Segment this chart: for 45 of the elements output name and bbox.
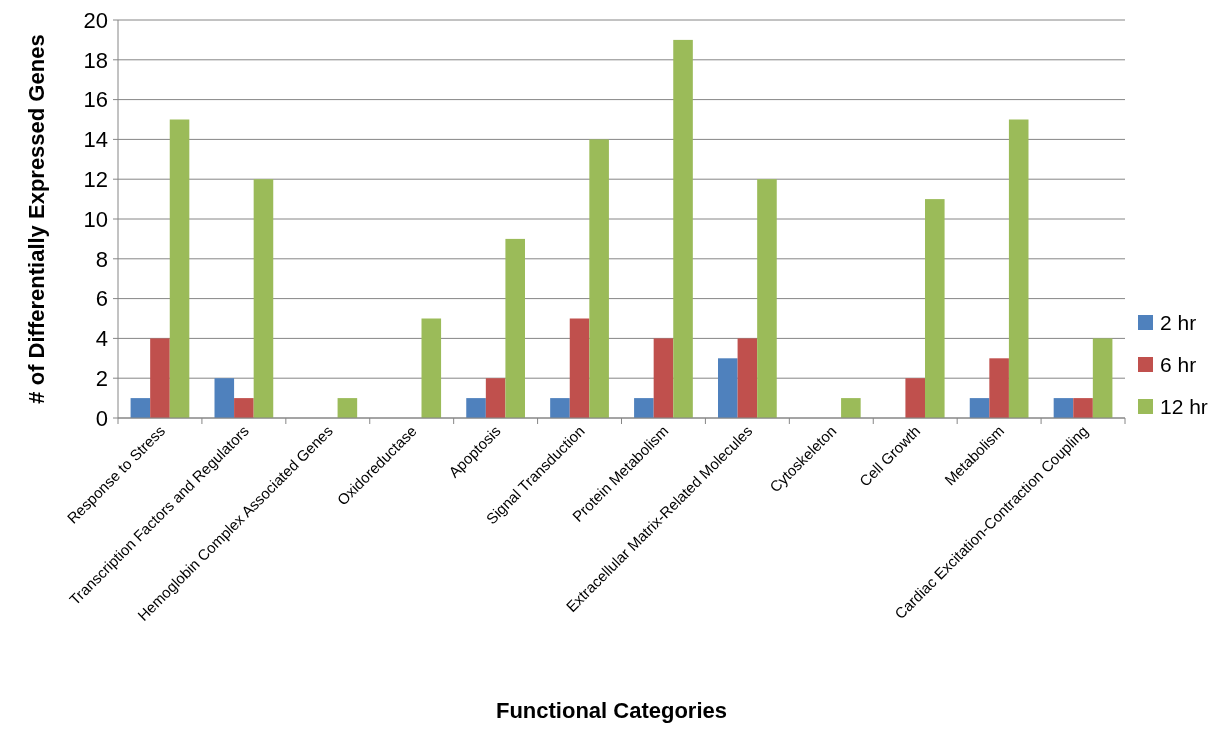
bar	[989, 358, 1009, 418]
bar	[757, 179, 777, 418]
bar	[550, 398, 570, 418]
bar	[466, 398, 486, 418]
bar	[1073, 398, 1093, 418]
bar	[925, 199, 945, 418]
y-tick-label: 20	[83, 7, 108, 33]
y-tick-label: 18	[83, 47, 108, 73]
legend-label: 6 hr	[1160, 353, 1197, 377]
y-tick-label: 0	[95, 405, 108, 431]
bar	[150, 338, 170, 418]
bar	[485, 378, 506, 418]
y-axis-title: # of Differentially Expressed Genes	[24, 34, 49, 404]
y-tick-label: 12	[83, 166, 108, 192]
bar	[214, 378, 235, 418]
bar	[737, 338, 758, 418]
bar	[1008, 119, 1029, 418]
bar	[589, 139, 609, 418]
y-tick-label: 14	[83, 127, 108, 153]
bar	[421, 318, 442, 418]
bar	[1092, 338, 1113, 418]
legend-label: 2 hr	[1160, 311, 1197, 335]
y-tick-label: 6	[95, 286, 108, 312]
bar	[969, 398, 990, 418]
bar	[169, 119, 190, 418]
bar	[905, 378, 925, 418]
bar	[653, 338, 674, 418]
bar	[569, 318, 590, 418]
y-tick-label: 8	[95, 246, 108, 272]
bar	[130, 398, 151, 418]
bar	[718, 358, 738, 418]
bar	[253, 179, 274, 418]
y-tick-label: 10	[83, 206, 108, 232]
x-axis-title: Functional Categories	[495, 698, 728, 723]
bar	[673, 39, 693, 418]
bar	[234, 398, 254, 418]
y-tick-label: 2	[95, 365, 108, 391]
bar	[634, 398, 654, 418]
bar	[337, 398, 358, 418]
y-tick-label: 16	[83, 87, 108, 113]
bar	[841, 398, 861, 418]
bar	[1053, 398, 1074, 418]
legend-label: 12 hr	[1160, 395, 1208, 419]
y-tick-label: 4	[95, 326, 108, 352]
bar	[505, 238, 525, 418]
